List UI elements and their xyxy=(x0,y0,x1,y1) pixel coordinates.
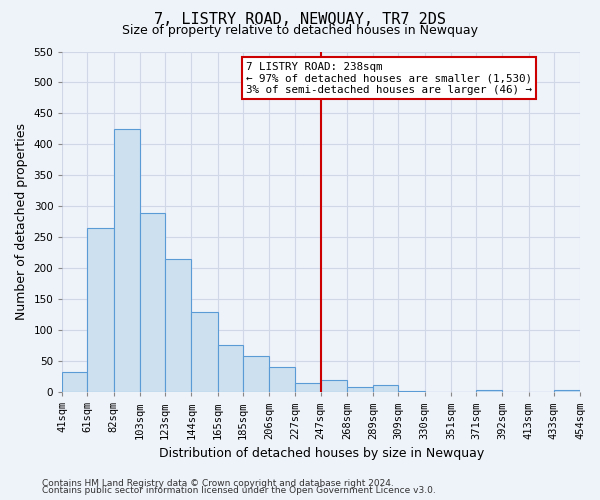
Bar xyxy=(398,391,425,392)
Text: Contains HM Land Registry data © Crown copyright and database right 2024.: Contains HM Land Registry data © Crown c… xyxy=(42,478,394,488)
Bar xyxy=(140,212,165,392)
Bar xyxy=(347,386,373,392)
Text: Contains public sector information licensed under the Open Government Licence v3: Contains public sector information licen… xyxy=(42,486,436,495)
Bar xyxy=(191,312,218,392)
Bar xyxy=(320,380,347,392)
Bar xyxy=(165,259,191,392)
X-axis label: Distribution of detached houses by size in Newquay: Distribution of detached houses by size … xyxy=(158,447,484,460)
Bar xyxy=(88,228,114,392)
Bar xyxy=(62,372,88,392)
Bar xyxy=(476,390,502,392)
Text: 7 LISTRY ROAD: 238sqm
← 97% of detached houses are smaller (1,530)
3% of semi-de: 7 LISTRY ROAD: 238sqm ← 97% of detached … xyxy=(246,62,532,95)
Bar xyxy=(269,368,295,392)
Y-axis label: Number of detached properties: Number of detached properties xyxy=(15,124,28,320)
Text: Size of property relative to detached houses in Newquay: Size of property relative to detached ho… xyxy=(122,24,478,37)
Bar xyxy=(554,390,580,392)
Bar xyxy=(243,356,269,392)
Text: 7, LISTRY ROAD, NEWQUAY, TR7 2DS: 7, LISTRY ROAD, NEWQUAY, TR7 2DS xyxy=(154,12,446,26)
Bar xyxy=(373,386,398,392)
Bar xyxy=(295,383,320,392)
Bar xyxy=(114,129,140,392)
Bar xyxy=(218,345,243,392)
